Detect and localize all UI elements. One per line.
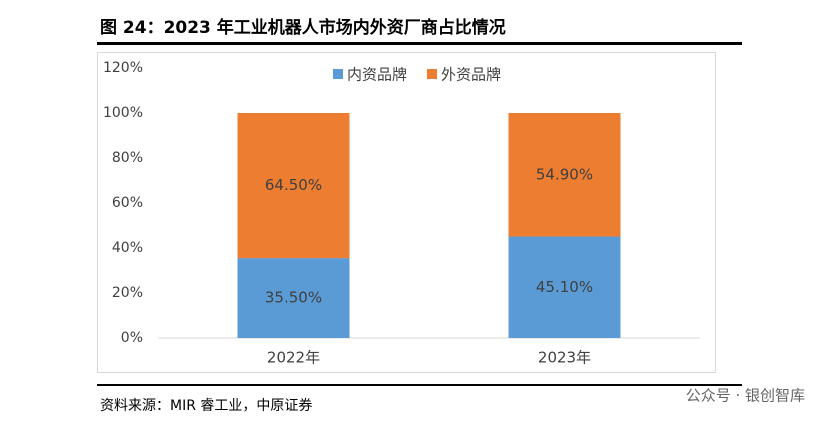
- data-label: 35.50%: [265, 289, 322, 307]
- title-rule: [97, 42, 742, 45]
- bar-segment: [508, 236, 621, 338]
- bar-segment: [237, 258, 350, 338]
- y-tick-label: 40%: [112, 240, 143, 256]
- chart-title: 图 24：2023 年工业机器人市场内外资厂商占比情况: [100, 17, 506, 38]
- legend-swatch: [333, 69, 343, 79]
- legend-label: 内资品牌: [347, 66, 407, 84]
- y-tick-label: 60%: [112, 195, 143, 211]
- bar-segment: [508, 113, 621, 237]
- legend-label: 外资品牌: [441, 66, 501, 84]
- y-tick-label: 20%: [112, 285, 143, 301]
- source: 资料来源：MIR 睿工业，中原证券: [100, 398, 312, 414]
- footer-rule: [97, 384, 742, 386]
- x-tick-label: 2022年: [267, 349, 320, 367]
- watermark: 公众号 · 银创智库: [686, 387, 805, 405]
- y-tick-label: 80%: [112, 150, 143, 166]
- y-tick-label: 0%: [121, 330, 143, 346]
- chart-frame: [97, 52, 716, 373]
- data-label: 45.10%: [536, 278, 593, 296]
- x-tick-label: 2023年: [538, 349, 591, 367]
- data-label: 64.50%: [265, 176, 322, 194]
- bar-segment: [237, 113, 350, 259]
- y-tick-label: 100%: [103, 105, 143, 121]
- y-tick-label: 120%: [103, 60, 143, 76]
- data-label: 54.90%: [536, 165, 593, 183]
- legend-swatch: [427, 69, 438, 79]
